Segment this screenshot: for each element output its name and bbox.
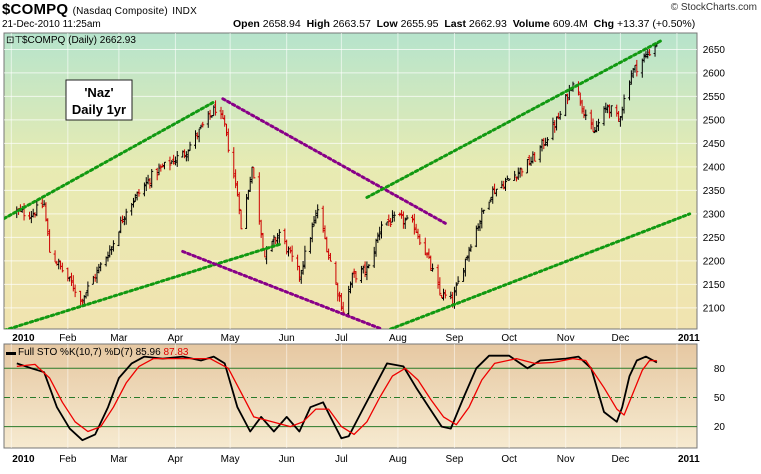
price-x-tick-label: Oct [501, 333, 517, 344]
price-legend-text: $COMPQ (Daily) 2662.93 [22, 35, 136, 46]
chg-label: Chg [593, 18, 615, 30]
price-x-tick-label: 2011 [678, 333, 700, 344]
stoch-x-tick-label: Aug [389, 454, 407, 465]
high-label: High [306, 18, 330, 30]
stoch-x-tick-label: Nov [557, 454, 575, 465]
price-tick-label: 2300 [703, 209, 726, 220]
green-trendline [4, 99, 218, 221]
price-tick-label: 2100 [703, 303, 726, 314]
volume-label: Volume [512, 18, 550, 30]
stoch-gridlines [4, 344, 697, 448]
stoch-x-tick-label: Mar [110, 454, 128, 465]
annotation-line-2: Daily 1yr [72, 102, 126, 117]
datetime: 21-Dec-2010 11:25am [2, 19, 101, 30]
purple-trendline [181, 249, 384, 329]
green-trendline [365, 38, 664, 199]
stoch-legend: ▬ Full STO %K(10,7) %D(7) 85.96 87.83 [6, 347, 189, 358]
price-x-tick-label: Aug [389, 333, 407, 344]
price-x-tick-label: Feb [59, 333, 77, 344]
stoch-x-tick-label: Dec [612, 454, 630, 465]
stoch-d-value: 87.83 [163, 347, 188, 358]
low-value: 2655.95 [400, 18, 439, 30]
price-tick-label: 2200 [703, 256, 726, 267]
stoch-legend-text: Full STO %K(10,7) %D(7) 85.96 87.83 [18, 347, 189, 358]
green-trendline [389, 212, 692, 329]
price-tick-label: 2400 [703, 162, 726, 173]
stoch-k-line [16, 354, 658, 442]
price-x-tick-label: Apr [168, 333, 184, 344]
stoch-swatch-icon: ▬ [6, 347, 16, 358]
stoch-x-tick-label: Oct [501, 454, 517, 465]
purple-trendline [221, 97, 447, 225]
price-legend: ⊡⊤ $COMPQ (Daily) 2662.93 [6, 35, 136, 46]
stoch-x-tick-label: May [221, 454, 240, 465]
chart-header: $COMPQ (Nasdaq Composite) INDX 21-Dec-20… [0, 0, 761, 32]
high-value: 2663.57 [332, 18, 371, 30]
price-x-tick-label: Nov [557, 333, 575, 344]
ohlc-summary: Open 2658.94 High 2663.57 Low 2655.95 La… [233, 18, 695, 30]
stoch-x-tick-label: Feb [59, 454, 77, 465]
price-tick-label: 2550 [703, 92, 726, 103]
price-tick-label: 2600 [703, 68, 726, 79]
symbol: $COMPQ [2, 1, 69, 18]
last-value: 2662.93 [468, 18, 507, 30]
stoch-x-tick-label: Sep [446, 454, 464, 465]
stoch-lines [16, 354, 658, 442]
price-tick-label: 2150 [703, 280, 726, 291]
price-x-tick-label: May [221, 333, 240, 344]
open-value: 2658.94 [262, 18, 301, 30]
stoch-x-tick-label: Jun [279, 454, 295, 465]
volume-value: 609.4M [552, 18, 588, 30]
price-x-tick-label: Mar [110, 333, 128, 344]
annotation-box: 'Naz' Daily 1yr [65, 79, 133, 121]
price-x-tick-label: Dec [612, 333, 630, 344]
price-tick-label: 2350 [703, 186, 726, 197]
price-bars [15, 42, 659, 317]
brand-logo: © StockCharts.com [670, 2, 757, 13]
price-x-tick-label: Jun [279, 333, 295, 344]
legend-swatch-icon: ⊡⊤ [6, 35, 23, 46]
axis-labels: 2100 2150 2200 2250 2300 2350 2400 2450 2500 2550… [12, 45, 725, 465]
stoch-x-tick-label: Apr [168, 454, 184, 465]
green-trendline [4, 242, 281, 329]
symbol-title: $COMPQ (Nasdaq Composite) INDX [2, 1, 197, 18]
stoch-k-value: 85.96 [136, 347, 161, 358]
last-label: Last [444, 18, 466, 30]
price-tick-label: 2650 [703, 45, 726, 56]
stoch-x-tick-label: 2011 [678, 454, 700, 465]
stoch-x-tick-label: 2010 [12, 454, 35, 465]
price-x-tick-label: Sep [446, 333, 464, 344]
trendlines [4, 38, 692, 329]
price-x-tick-label: 2010 [12, 333, 35, 344]
stoch-tick-label: 20 [714, 422, 726, 433]
price-tick-label: 2250 [703, 233, 726, 244]
exchange: INDX [172, 6, 197, 17]
annotation-line-1: 'Naz' [84, 85, 113, 100]
stoch-tick-label: 80 [714, 364, 726, 375]
stoch-label: Full STO %K(10,7) %D(7) [18, 347, 133, 358]
stoch-x-tick-label: Jul [335, 454, 348, 465]
chg-value: +13.37 (+0.50%) [617, 18, 696, 30]
price-tick-label: 2500 [703, 115, 726, 126]
stoch-d-line [16, 357, 657, 436]
open-label: Open [233, 18, 260, 30]
price-x-tick-label: Jul [335, 333, 348, 344]
index-name: (Nasdaq Composite) [72, 6, 168, 17]
price-tick-label: 2450 [703, 139, 726, 150]
low-label: Low [376, 18, 398, 30]
stoch-tick-label: 50 [714, 393, 726, 404]
